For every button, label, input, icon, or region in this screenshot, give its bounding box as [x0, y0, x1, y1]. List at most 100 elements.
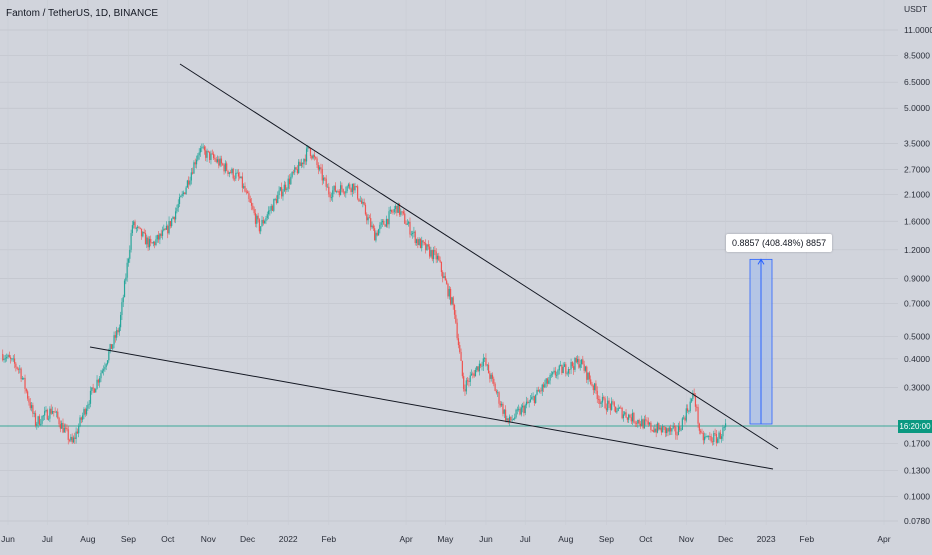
- price-tick-label: 6.5000: [904, 77, 930, 87]
- candle: [108, 351, 110, 361]
- candle: [519, 408, 521, 415]
- candle: [343, 192, 346, 194]
- candle: [99, 378, 101, 383]
- candle: [412, 232, 414, 234]
- candle: [508, 416, 511, 422]
- candle: [336, 190, 338, 192]
- candle: [355, 186, 357, 187]
- candle: [721, 436, 723, 439]
- candle: [254, 213, 257, 224]
- candle: [296, 169, 298, 174]
- candle: [698, 423, 700, 431]
- candle: [473, 373, 475, 377]
- time-tick-label: Sep: [121, 534, 136, 544]
- candle: [146, 237, 148, 245]
- candle: [357, 186, 359, 199]
- candle: [621, 407, 623, 419]
- candles: [2, 143, 727, 447]
- candle: [487, 364, 490, 374]
- candle: [679, 425, 681, 431]
- candle: [210, 153, 212, 160]
- candle: [495, 390, 498, 393]
- candle: [372, 225, 374, 229]
- candle: [157, 234, 160, 240]
- candle: [4, 358, 6, 360]
- candle: [203, 146, 206, 151]
- candle: [406, 223, 408, 225]
- candle: [36, 423, 38, 426]
- candle: [154, 241, 156, 246]
- candle: [413, 231, 415, 233]
- candle: [144, 232, 147, 245]
- candle: [511, 419, 513, 421]
- candle: [33, 413, 35, 414]
- candle: [106, 360, 109, 365]
- candle: [664, 426, 666, 434]
- candle: [80, 417, 82, 420]
- candle: [449, 288, 452, 305]
- time-tick-label: Nov: [679, 534, 695, 544]
- candle: [590, 379, 592, 384]
- candle: [150, 238, 152, 243]
- candle: [686, 408, 689, 412]
- candle: [57, 411, 59, 418]
- candle: [353, 183, 355, 191]
- time-tick-label: Jun: [479, 534, 493, 544]
- candle: [446, 280, 448, 284]
- candle: [651, 430, 653, 431]
- candle: [460, 352, 462, 361]
- candle: [68, 439, 71, 441]
- candle: [294, 167, 296, 173]
- candle: [367, 217, 369, 221]
- candle: [710, 436, 712, 442]
- candle: [63, 427, 65, 433]
- candle: [666, 428, 668, 434]
- candle: [38, 416, 41, 425]
- candle: [75, 431, 77, 439]
- candle: [95, 388, 97, 393]
- candle: [44, 411, 46, 416]
- candle: [484, 358, 486, 359]
- candle: [501, 403, 503, 406]
- candle: [532, 396, 534, 398]
- candle: [264, 220, 266, 224]
- candle: [125, 277, 127, 281]
- candle: [635, 422, 638, 424]
- candle: [628, 414, 630, 420]
- candle: [535, 394, 537, 404]
- candle: [461, 360, 463, 377]
- candle: [277, 195, 279, 204]
- candle: [467, 380, 469, 382]
- candle: [302, 162, 304, 165]
- candle: [447, 283, 449, 297]
- candle: [197, 155, 199, 160]
- candle: [594, 383, 596, 391]
- candle: [28, 398, 30, 403]
- candle: [137, 226, 139, 228]
- candle: [101, 370, 103, 374]
- candle: [317, 165, 319, 170]
- candle: [672, 426, 674, 429]
- candle: [634, 422, 636, 424]
- candle: [131, 225, 133, 234]
- candle: [110, 344, 113, 349]
- candle: [62, 422, 64, 433]
- candle: [201, 147, 203, 149]
- price-tick-label: 0.7000: [904, 298, 930, 308]
- candle: [693, 393, 695, 396]
- candle: [618, 407, 621, 409]
- candle: [185, 187, 187, 195]
- candle: [8, 354, 10, 358]
- candle: [417, 239, 419, 246]
- candle: [105, 364, 107, 368]
- time-tick-label: Sep: [599, 534, 614, 544]
- candle: [714, 433, 716, 435]
- candle: [138, 226, 140, 228]
- price-tick-label: 1.2000: [904, 245, 930, 255]
- candle: [443, 276, 445, 278]
- candle: [248, 193, 250, 199]
- candle: [168, 221, 170, 234]
- price-tick-label: 0.3000: [904, 382, 930, 392]
